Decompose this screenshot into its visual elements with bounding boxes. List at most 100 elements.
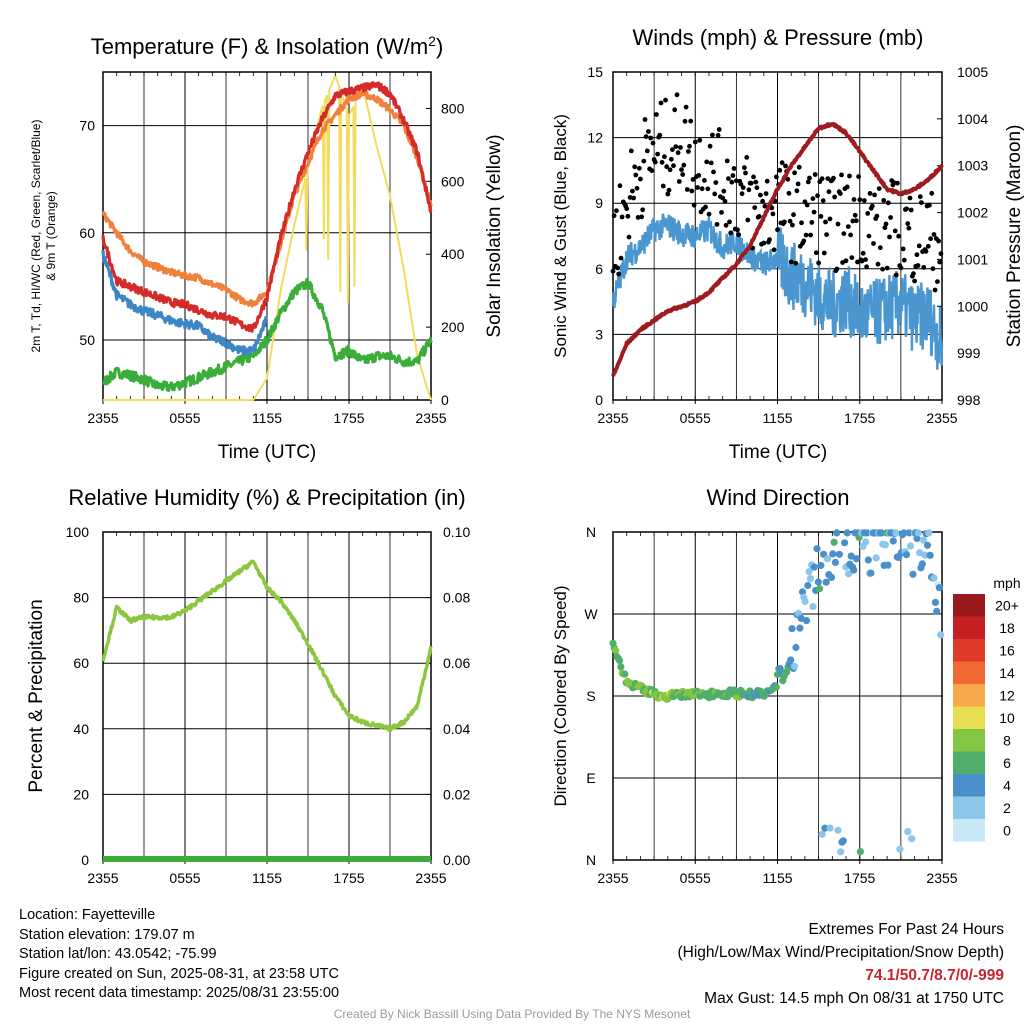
colorbar-swatch [953, 751, 985, 774]
direction-dot [792, 643, 800, 652]
winds-panel-xtick-label: 2355 [597, 410, 628, 426]
gust-dot [745, 217, 751, 223]
extremes-subtitle: (High/Low/Max Wind/Precipitation/Snow De… [677, 944, 1005, 961]
direction-dot [835, 550, 844, 558]
direction-dot [787, 656, 795, 664]
colorbar-swatch [953, 661, 985, 684]
temperature-panel: 2355 0555 1155 1755 2355 50 60 70 0 200 400 600 800 T… [29, 33, 505, 463]
colorbar-label: 10 [999, 710, 1015, 726]
gust-dot [731, 166, 737, 171]
direction-dot [937, 631, 945, 639]
gust-dot [783, 163, 788, 169]
gust-dot [763, 191, 769, 197]
gust-dot [831, 175, 836, 181]
direction-title: Wind Direction [706, 485, 849, 510]
insolation-ytick-label: 600 [441, 173, 465, 189]
insolation-ytick-label: 400 [441, 246, 465, 262]
gust-dot [896, 233, 901, 239]
gust-dot [901, 257, 907, 263]
temperature-panel-xtick-label: 2355 [415, 410, 446, 426]
gust-dot [905, 221, 911, 227]
direction-dot [796, 624, 804, 632]
gust-dot [804, 202, 810, 208]
humidity-panel-xtick-label: 2355 [415, 870, 446, 886]
gust-dot [877, 245, 883, 251]
colorbar-swatch [953, 616, 985, 639]
gust-dot [849, 255, 855, 260]
gust-dot [904, 206, 909, 212]
direction-dot [867, 569, 875, 577]
gust-dot [688, 118, 694, 124]
direction-dot [930, 574, 938, 582]
colorbar-label: 4 [1003, 777, 1011, 793]
gust-dot [710, 132, 715, 138]
temperature-panel-xtick-label: 1755 [333, 410, 364, 426]
direction-panel-xtick-label: 0555 [680, 870, 711, 886]
direction-ytick-label: E [586, 770, 595, 786]
gust-dot [740, 185, 746, 191]
gust-dot [654, 112, 659, 117]
temperature-panel-xtick-label: 0555 [169, 410, 200, 426]
winds-panel-xtick-label: 0555 [680, 410, 711, 426]
direction-dot [830, 538, 838, 546]
pressure-ylabel: Station Pressure (Maroon) [1004, 125, 1024, 348]
gust-dot [650, 140, 656, 146]
gust-dot [843, 258, 849, 264]
gust-dot [664, 164, 670, 170]
gust-dot [819, 176, 825, 182]
direction-dot [616, 656, 624, 665]
colorbar-swatch [953, 594, 985, 617]
direction-dot [806, 575, 815, 583]
humidity-panel-xtick-label: 2355 [87, 870, 118, 886]
gust-dot [707, 143, 713, 149]
gust-dot [632, 164, 638, 170]
temperature-title: Temperature (F) & Insolation (W/m2) [91, 33, 444, 59]
gust-dot [935, 279, 940, 284]
gust-dot [738, 181, 744, 187]
gust-dot [744, 155, 750, 160]
direction-dot [809, 603, 817, 611]
gust-dot [801, 238, 807, 244]
humidity-panel-xtick-label: 0555 [169, 870, 200, 886]
gust-dot [770, 211, 776, 217]
location-text: Location: Fayetteville [19, 907, 156, 923]
gust-dot [760, 198, 765, 204]
gust-dot [915, 263, 921, 268]
gust-dot [748, 180, 754, 186]
direction-dot [850, 566, 858, 574]
gust-dot [866, 233, 872, 239]
gust-dot [636, 165, 642, 171]
gust-dot [785, 176, 791, 182]
gust-dot [762, 203, 768, 209]
gust-dot [929, 190, 935, 196]
direction-dot [864, 556, 872, 564]
colorbar-swatch [953, 729, 985, 752]
gust-dot [825, 176, 831, 182]
colorbar-label: 6 [1003, 755, 1011, 771]
gust-dot [898, 265, 904, 271]
direction-dot [923, 541, 932, 549]
gust-dot [638, 176, 643, 182]
gust-dot [631, 195, 636, 201]
gust-dot [724, 158, 730, 164]
gust-dot [714, 222, 720, 227]
gust-dot [815, 193, 820, 199]
gust-dot [761, 240, 767, 246]
gust-dot [764, 178, 770, 184]
gust-dot [723, 222, 729, 228]
latlon-text: Station lat/lon: 43.0542; -75.99 [19, 946, 217, 962]
gust-dot [722, 198, 728, 204]
gust-dot [810, 196, 816, 202]
gust-dot [930, 266, 936, 272]
gust-dot [670, 147, 675, 153]
temperature-ylabel: 2m T, Td, HI/WC (Red, Green, Scarlet/Blu… [29, 120, 58, 353]
gust-dot [648, 135, 654, 141]
humidity-line [101, 559, 433, 732]
elevation-text: Station elevation: 179.07 m [19, 926, 195, 943]
insolation-ylabel-text: Solar Insolation (Yellow) [484, 134, 505, 337]
wind-ytick-label: 3 [595, 326, 603, 342]
direction-dot [827, 573, 836, 582]
direction-panel-xtick-label: 2355 [926, 870, 957, 886]
gust-dot [658, 100, 664, 106]
temperature-ylabel-line2: & 9m T (Orange) [44, 191, 58, 281]
